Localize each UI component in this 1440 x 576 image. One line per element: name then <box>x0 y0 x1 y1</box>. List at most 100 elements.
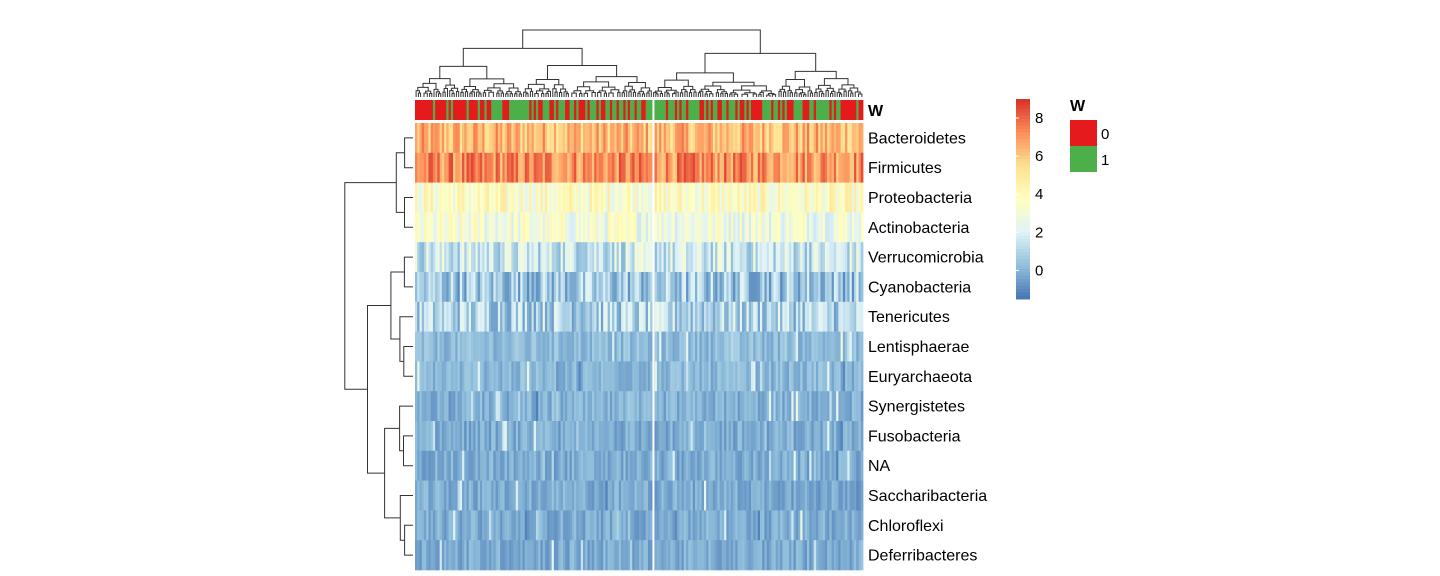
dendrogram-branch <box>344 182 397 390</box>
heatmap-cell <box>547 272 550 303</box>
heatmap-cell <box>574 182 577 213</box>
heatmap-cell <box>759 421 763 452</box>
heatmap-cell <box>672 391 676 422</box>
heatmap-cell <box>540 123 544 154</box>
heatmap-cell <box>618 450 622 481</box>
heatmap-cell <box>634 212 638 243</box>
legend-gradient-step <box>1016 252 1030 257</box>
heatmap-cell <box>560 152 564 183</box>
heatmap-cell <box>475 391 479 422</box>
heatmap-cell <box>744 361 747 392</box>
heatmap-cell <box>703 301 707 332</box>
dendrogram-branch <box>451 92 455 97</box>
heatmap-cell <box>791 510 794 541</box>
heatmap-cell <box>533 301 537 332</box>
heatmap-cell <box>860 212 864 243</box>
heatmap-cell <box>639 361 642 392</box>
heatmap-cell <box>708 450 712 481</box>
heatmap-cell <box>473 123 476 154</box>
dendrogram-branch <box>522 29 761 54</box>
dendrogram-branch <box>684 91 688 97</box>
heatmap-cell <box>699 331 703 362</box>
heatmap-cell <box>432 301 436 332</box>
heatmap-cell <box>455 480 458 511</box>
heatmap-cell <box>800 152 803 183</box>
heatmap-cell <box>856 301 859 332</box>
annotation-cell <box>833 100 837 120</box>
heatmap-cell <box>576 361 579 392</box>
heatmap-cell <box>540 212 544 243</box>
legend-gradient-step <box>1016 275 1030 280</box>
heatmap-cell <box>833 421 837 452</box>
heatmap-cell <box>466 272 470 303</box>
heatmap-cell <box>493 301 497 332</box>
heatmap-cell <box>757 331 761 362</box>
heatmap-cell <box>706 182 709 213</box>
legend-gradient-step <box>1016 169 1030 173</box>
heatmap-cell <box>423 450 427 481</box>
heatmap-cell <box>784 361 788 392</box>
heatmap-cell <box>522 540 526 571</box>
heatmap-cell <box>802 182 806 213</box>
heatmap-cell <box>426 212 429 243</box>
heatmap-cell <box>789 480 792 511</box>
heatmap-cell <box>656 421 660 452</box>
heatmap-cell <box>428 212 432 243</box>
heatmap-cell <box>737 361 741 392</box>
heatmap-cell <box>459 212 463 243</box>
heatmap-cell <box>815 510 819 541</box>
heatmap-cell <box>661 152 665 183</box>
heatmap-cell <box>423 361 427 392</box>
dendrogram-branch <box>709 93 714 97</box>
heatmap-cell <box>751 331 754 362</box>
heatmap-cell <box>439 242 443 273</box>
dendrogram-branch <box>785 79 805 87</box>
heatmap-cell <box>663 272 667 303</box>
dendrogram-branch <box>583 92 588 97</box>
heatmap-cell <box>553 480 557 511</box>
heatmap-cell <box>856 510 859 541</box>
heatmap-cell <box>444 391 447 422</box>
heatmap-cell <box>562 123 566 154</box>
heatmap-cell <box>500 301 503 332</box>
heatmap-cell <box>479 242 483 273</box>
heatmap-cell <box>524 152 528 183</box>
heatmap-cell <box>742 480 745 511</box>
heatmap-cell <box>824 123 828 154</box>
heatmap-cell <box>415 152 418 183</box>
dendrogram-branch <box>438 93 442 97</box>
row-label: Euryarchaeota <box>868 369 972 386</box>
heatmap-cell <box>845 272 848 303</box>
heatmap-cell <box>511 331 514 362</box>
heatmap-cell <box>558 450 561 481</box>
heatmap-cell <box>780 361 783 392</box>
dendrogram-branch <box>704 93 708 97</box>
heatmap-cell <box>435 421 438 452</box>
heatmap-cell <box>475 540 479 571</box>
heatmap-cell <box>509 510 512 541</box>
heatmap-cell <box>500 272 503 303</box>
heatmap-cell <box>636 301 640 332</box>
heatmap-cell <box>560 182 564 213</box>
heatmap-cell <box>500 182 503 213</box>
heatmap-cell <box>733 510 736 541</box>
heatmap-cell <box>849 480 853 511</box>
heatmap-cell <box>556 331 559 362</box>
heatmap-cell <box>428 272 432 303</box>
heatmap-cell <box>477 301 481 332</box>
heatmap-cell <box>594 301 597 332</box>
heatmap-cell <box>659 450 662 481</box>
annotation-cell <box>674 100 678 120</box>
heatmap-cell <box>614 480 617 511</box>
heatmap-cell <box>807 391 810 422</box>
heatmap-cell <box>762 510 765 541</box>
heatmap-cell <box>618 301 622 332</box>
heatmap-cell <box>804 450 808 481</box>
heatmap-cell <box>547 182 550 213</box>
dendrogram-branch <box>403 346 413 377</box>
heatmap-cell <box>459 391 463 422</box>
heatmap-cell <box>549 182 553 213</box>
heatmap-cell <box>618 480 622 511</box>
heatmap-cell <box>430 242 434 273</box>
annotation-label: W <box>868 103 884 120</box>
